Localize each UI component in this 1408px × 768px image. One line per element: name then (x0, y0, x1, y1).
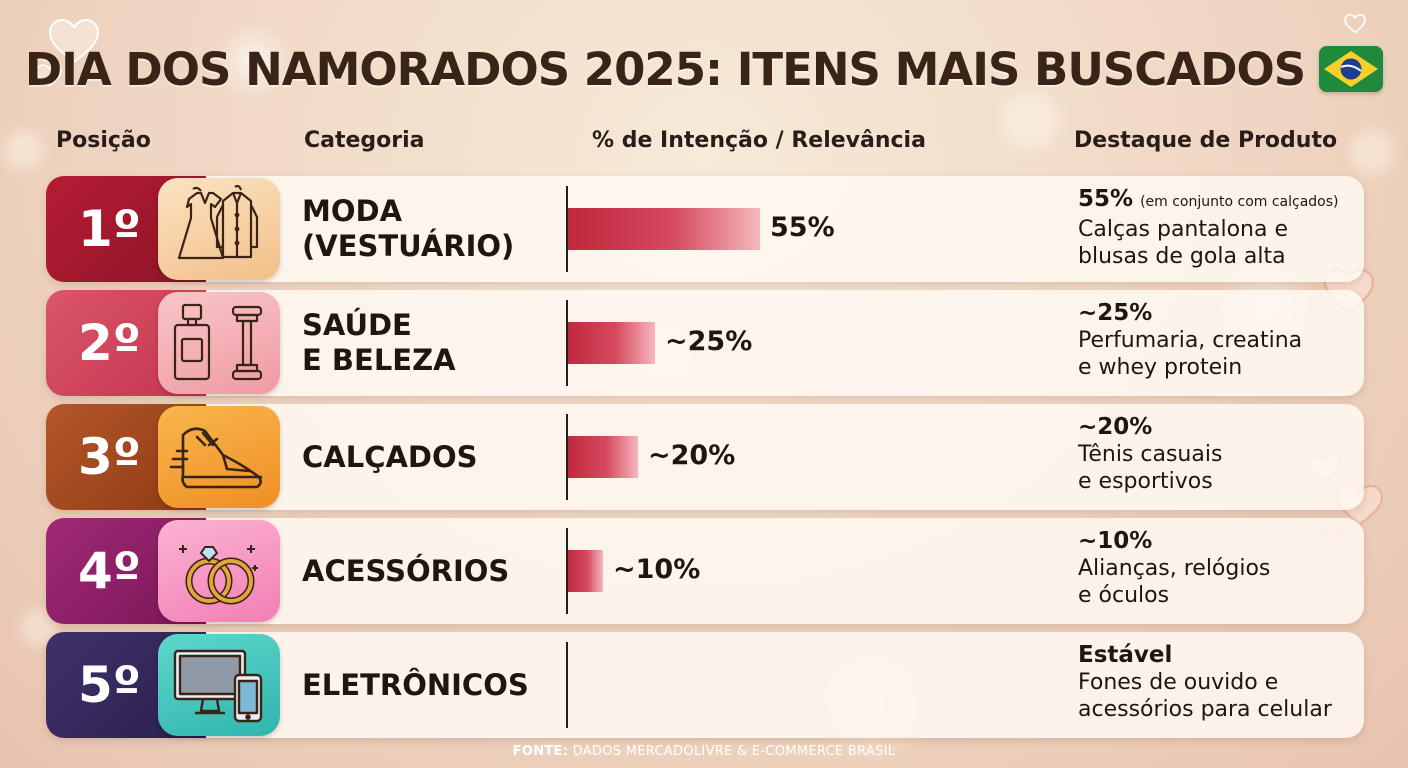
bar-saude-beleza (568, 322, 655, 364)
highlight-value: ~10% (1078, 528, 1153, 554)
category-line1: SAÚDE (302, 308, 412, 342)
perfume-dumbbell-icon (158, 292, 280, 394)
bokeh-light (1000, 90, 1060, 150)
category-line1: ELETRÔNICOS (302, 667, 529, 702)
product-highlight: ~10% Alianças, relógios e óculos (1078, 528, 1368, 609)
bar-axis (566, 186, 568, 272)
product-highlight: ~25% Perfumaria, creatina e whey protein (1078, 300, 1368, 381)
rings-icon (158, 520, 280, 622)
table-row: 3º CALÇADOS ~20% ~20% Tênis casuais e es… (46, 404, 1364, 510)
highlight-value: ~20% (1078, 414, 1153, 440)
bar-value-label: ~10% (613, 554, 701, 585)
highlight-desc-line1: Perfumaria, creatina (1078, 328, 1303, 353)
header-category: Categoria (304, 128, 425, 153)
highlight-value: 55% (1078, 186, 1134, 212)
heart-icon (48, 18, 100, 64)
highlight-value: ~25% (1078, 300, 1153, 326)
highlight-desc-line1: Calças pantalona e (1078, 217, 1289, 242)
clothing-icon (158, 178, 280, 280)
category-line1: MODA (302, 194, 403, 228)
category-label: MODA (VESTUÁRIO) (302, 176, 562, 282)
bar-axis (566, 300, 568, 386)
table-row: 1º MODA (VESTUÁRIO) 55% 55% (em conjunto… (46, 176, 1364, 282)
bar-value-label: ~20% (648, 440, 736, 471)
bar-axis (566, 528, 568, 614)
chart-title: DIA DOS NAMORADOS 2025: ITENS MAIS BUSCA… (0, 34, 1408, 104)
category-line2: (VESTUÁRIO) (302, 229, 515, 263)
highlight-value: Estável (1078, 642, 1173, 668)
header-highlight: Destaque de Produto (1074, 128, 1338, 153)
category-label: ACESSÓRIOS (302, 518, 562, 624)
highlight-desc-line1: Tênis casuais (1078, 442, 1223, 467)
bar-calcados (568, 436, 638, 478)
product-highlight: 55% (em conjunto com calçados) Calças pa… (1078, 186, 1368, 270)
bar-value-label: 55% (770, 212, 835, 243)
bokeh-light (1350, 130, 1394, 174)
header-intent: % de Intenção / Relevância (592, 128, 926, 153)
highlight-desc-line2: e esportivos (1078, 469, 1213, 494)
category-line1: CALÇADOS (302, 439, 478, 474)
highlight-desc-line2: e óculos (1078, 583, 1170, 608)
brazil-flag-icon (1319, 46, 1384, 92)
header-position: Posição (56, 128, 151, 153)
bar-acessorios (568, 550, 603, 592)
computer-phone-icon (158, 634, 280, 736)
bar-moda (568, 208, 760, 250)
table-row: 4º ACESSÓRIOS ~10% ~10% Alianças, relógi… (46, 518, 1364, 624)
heart-icon (36, 64, 62, 87)
category-line2: E BELEZA (302, 343, 456, 377)
table-row: 2º SAÚDE E BELEZA ~25% ~25% Perfumaria, … (46, 290, 1364, 396)
bar-axis (566, 642, 568, 728)
highlight-desc-line2: blusas de gola alta (1078, 244, 1286, 269)
product-highlight: ~20% Tênis casuais e esportivos (1078, 414, 1368, 495)
category-line1: ACESSÓRIOS (302, 553, 510, 588)
category-label: SAÚDE E BELEZA (302, 290, 562, 396)
highlight-desc-line1: Fones de ouvido e (1078, 670, 1279, 695)
table-row: 5º ELETRÔNICOS Estável Fones de ouvido e… (46, 632, 1364, 738)
highlight-desc-line2: acessórios para celular (1078, 697, 1332, 722)
title-text: DIA DOS NAMORADOS 2025: ITENS MAIS BUSCA… (24, 42, 1306, 96)
source-label: FONTE: (512, 744, 569, 759)
source-text: DADOS MERCADOLIVRE & E-COMMERCE BRASIL (572, 744, 896, 759)
highlight-desc-line1: Alianças, relógios (1078, 556, 1271, 581)
highlight-desc-line2: e whey protein (1078, 355, 1243, 380)
source-note: FONTE: DADOS MERCADOLIVRE & E-COMMERCE B… (0, 744, 1408, 759)
heart-icon (1344, 14, 1366, 34)
category-label: ELETRÔNICOS (302, 632, 562, 738)
category-label: CALÇADOS (302, 404, 562, 510)
bokeh-light (4, 130, 44, 170)
product-highlight: Estável Fones de ouvido e acessórios par… (1078, 642, 1368, 723)
sneaker-icon (158, 406, 280, 508)
bar-value-label: ~25% (665, 326, 753, 357)
bar-axis (566, 414, 568, 500)
highlight-note: (em conjunto com calçados) (1140, 194, 1339, 210)
